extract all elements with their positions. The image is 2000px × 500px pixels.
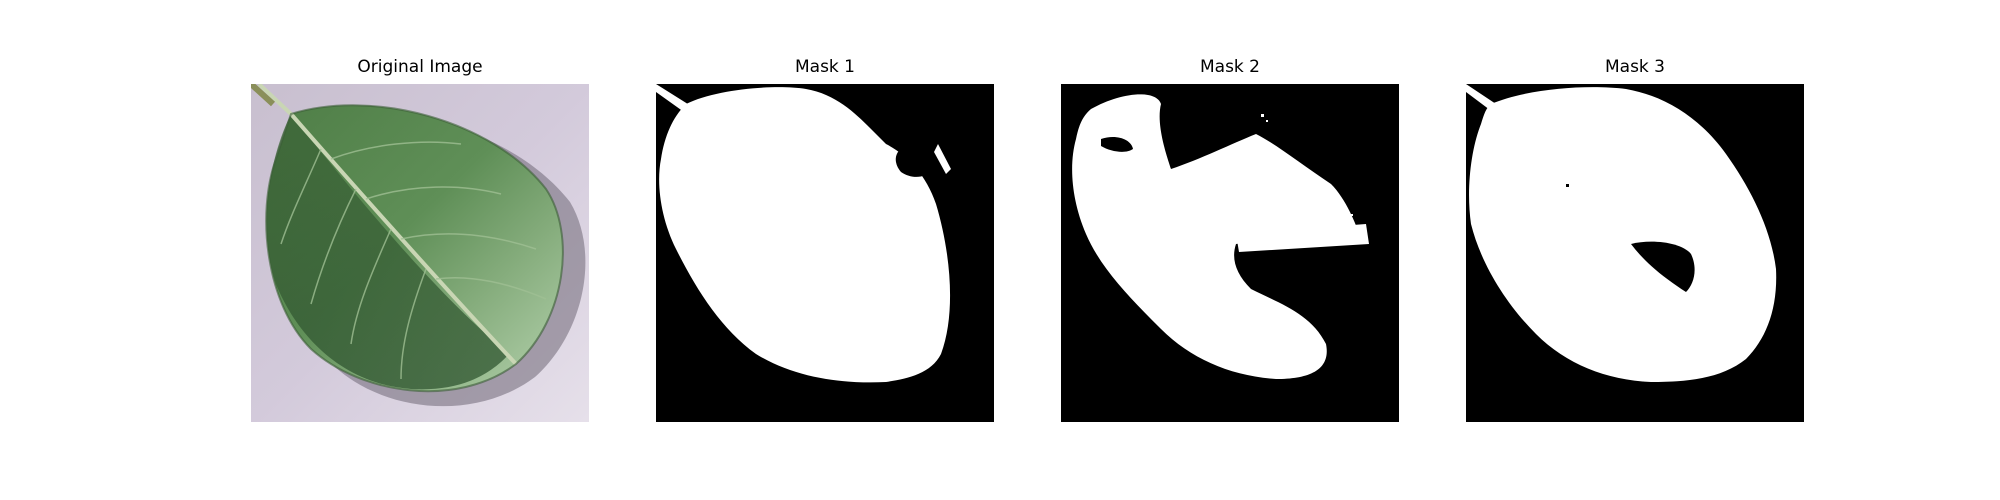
panel-title: Original Image	[357, 57, 483, 77]
leaf-photo	[251, 84, 589, 422]
original-leaf-image	[251, 84, 589, 422]
binary-mask	[1466, 84, 1804, 422]
mask-1-image	[656, 84, 994, 422]
binary-mask	[1061, 84, 1399, 422]
binary-mask	[656, 84, 994, 422]
panel-title: Mask 3	[1604, 57, 1665, 77]
mask-3-image	[1466, 84, 1804, 422]
panel-title: Mask 1	[794, 57, 855, 77]
mask-2-image	[1061, 84, 1399, 422]
panel-title: Mask 2	[1199, 57, 1260, 77]
